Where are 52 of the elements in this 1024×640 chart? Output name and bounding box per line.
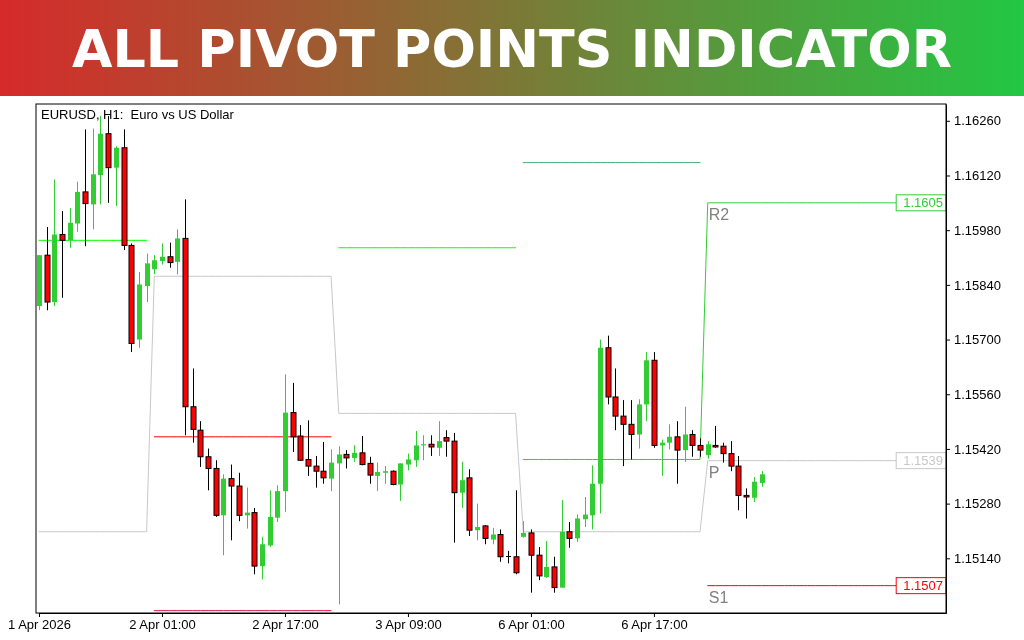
candlestick <box>145 253 150 303</box>
x-tick-label: 6 Apr 01:00 <box>498 617 565 633</box>
x-tick-label: 2 Apr 17:00 <box>252 617 319 633</box>
candlestick <box>152 254 157 275</box>
candlestick <box>566 521 573 549</box>
series-label: R2 <box>708 205 730 223</box>
candlestick <box>482 524 489 545</box>
candlestick <box>398 462 403 502</box>
candlestick <box>337 445 342 605</box>
candlestick <box>428 434 435 457</box>
candlestick <box>160 242 165 266</box>
x-tick-label: 3 Apr 09:00 <box>375 617 442 633</box>
candlestick <box>575 514 580 543</box>
candlestick <box>551 556 558 594</box>
candlestick <box>68 207 73 249</box>
candlestick <box>375 462 380 492</box>
candlestick <box>667 423 672 450</box>
series-label: S1 <box>708 588 729 606</box>
candlestick <box>513 489 520 575</box>
candlestick <box>475 503 480 541</box>
y-tick-label: 1.15840 <box>954 277 1001 293</box>
x-tick-label: 6 Apr 17:00 <box>621 617 688 633</box>
y-tick-label: 1.15700 <box>954 332 1001 348</box>
chart-subtitle: EURUSD, H1: Euro vs US Dollar <box>41 107 235 122</box>
candlestick <box>167 242 174 269</box>
candlestick <box>59 210 66 299</box>
candlestick <box>260 536 265 580</box>
y-tick-label: 1.15560 <box>954 386 1001 402</box>
series-label: P <box>708 463 720 481</box>
candlestick <box>752 476 757 503</box>
candlestick <box>460 461 465 509</box>
candlestick <box>414 430 419 468</box>
data-label: 1.1507 <box>903 578 943 594</box>
candlestick <box>82 128 89 247</box>
candlestick <box>343 449 350 469</box>
candlestick <box>674 420 681 485</box>
y-tick-label: 1.15140 <box>954 550 1001 566</box>
candlestick <box>497 528 504 563</box>
chart-title: ALL PIVOT POINTS INDICATOR <box>72 19 952 79</box>
y-tick-label: 1.16260 <box>954 113 1001 129</box>
candlestick <box>175 228 180 275</box>
x-tick-label: 2 Apr 01:00 <box>129 617 196 633</box>
candlestick <box>329 448 334 492</box>
x-tick-label: 1 Apr 2026 <box>8 617 71 633</box>
y-tick-label: 1.15420 <box>954 441 1001 457</box>
candlestick <box>114 145 119 207</box>
y-tick-label: 1.15980 <box>954 222 1001 238</box>
y-tick-label: 1.15280 <box>954 496 1001 512</box>
data-label: 1.1605 <box>903 195 943 211</box>
candlestick <box>544 540 549 579</box>
candlestick <box>437 420 442 457</box>
y-tick-label: 1.16120 <box>954 168 1001 184</box>
